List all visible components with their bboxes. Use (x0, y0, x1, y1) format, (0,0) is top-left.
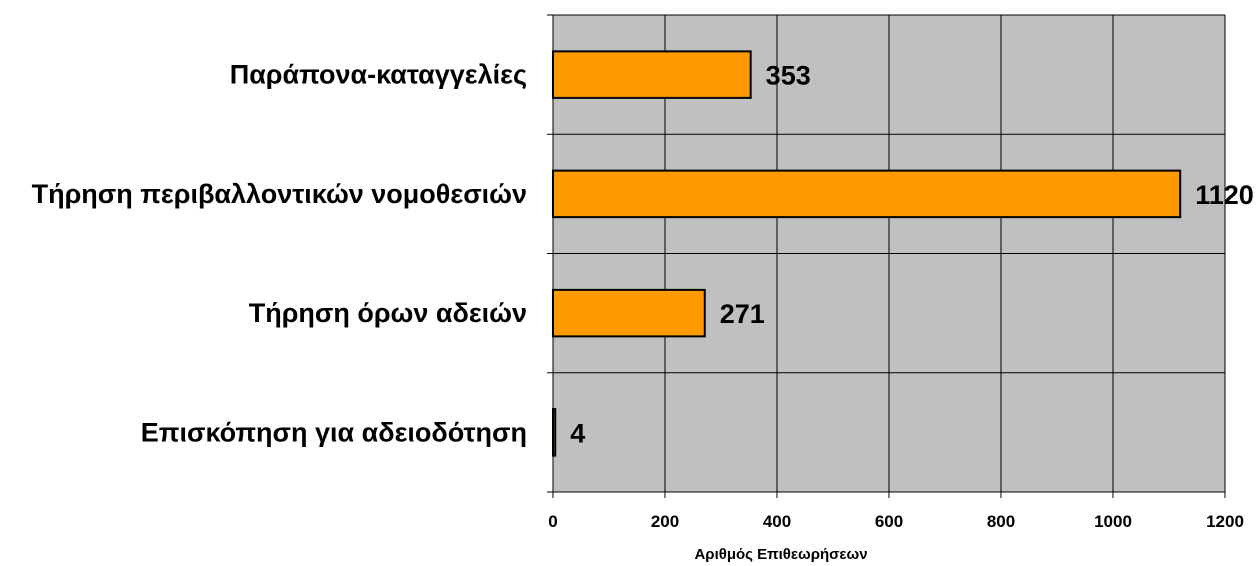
bar (552, 169, 1182, 219)
x-axis-title: Αριθμός Επιθεωρήσεων (694, 546, 867, 563)
category-label: Παράπονα-καταγγελίες (230, 60, 527, 90)
bar (552, 408, 557, 457)
category-label: Τήρηση όρων αδειών (249, 298, 527, 328)
x-tick-label: 1000 (1094, 512, 1132, 531)
data-label: 353 (766, 61, 811, 91)
grid-lines (553, 15, 1226, 492)
x-tick-label: 600 (875, 512, 903, 531)
category-label: Επισκόπηση για αδειοδότηση (141, 417, 527, 447)
category-label: Τήρηση περιβαλλοντικών νομοθεσιών (32, 179, 527, 209)
bar (552, 50, 752, 99)
bar (552, 288, 706, 338)
data-labels: 353 1120 271 4 (570, 61, 1254, 449)
x-tick-label: 0 (548, 512, 557, 531)
data-label: 271 (720, 299, 765, 329)
x-tick-label: 200 (651, 512, 679, 531)
data-label: 1120 (1195, 180, 1254, 210)
bars (552, 50, 1182, 457)
category-labels: Παράπονα-καταγγελίες Τήρηση περιβαλλοντικ… (32, 60, 527, 448)
x-tick-label: 400 (763, 512, 791, 531)
x-tick-label: 1200 (1206, 512, 1244, 531)
x-tick-label: 800 (987, 512, 1015, 531)
x-tick-labels: 0 200 400 600 800 1000 1200 (548, 512, 1244, 531)
data-label: 4 (570, 418, 585, 448)
